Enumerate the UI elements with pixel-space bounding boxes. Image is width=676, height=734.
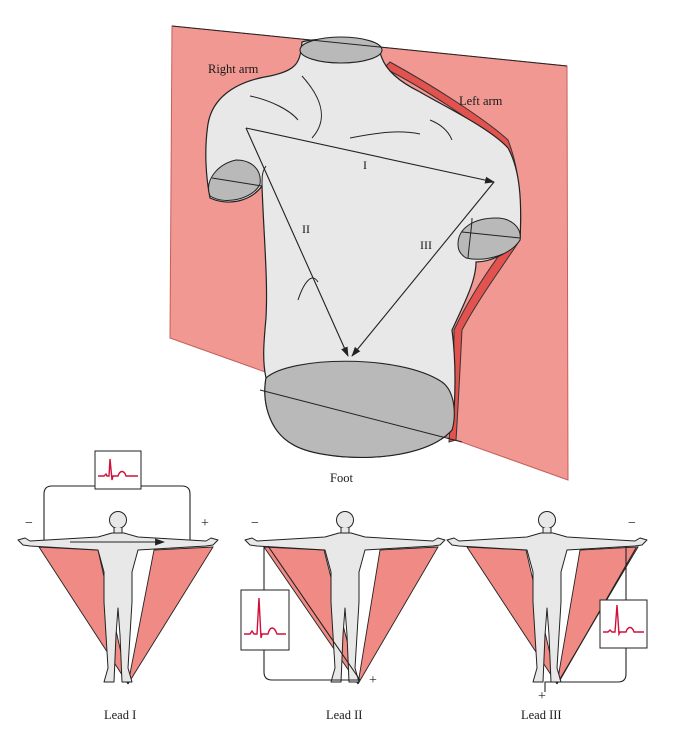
ecg-trace-box bbox=[599, 599, 648, 649]
positive-sign: + bbox=[201, 516, 209, 531]
ecg-trace-box bbox=[240, 589, 290, 651]
negative-sign: − bbox=[628, 516, 636, 531]
torso-illustration: Right arm Left arm Foot I II III bbox=[169, 25, 569, 485]
lead-i-arrow bbox=[245, 127, 495, 184]
lead-caption: Lead III bbox=[521, 708, 562, 722]
lead-iii-arrow bbox=[351, 181, 495, 357]
lead-caption: Lead II bbox=[326, 708, 362, 722]
foot-label: Foot bbox=[330, 471, 353, 485]
right-arm-stump bbox=[208, 159, 261, 201]
lead-ii-roman: II bbox=[302, 222, 310, 236]
lead-iii-panel: − + Lead III bbox=[446, 511, 648, 722]
lead-ii-panel: − + Lead II bbox=[240, 511, 446, 722]
negative-sign: − bbox=[25, 516, 33, 531]
base-cross-section bbox=[264, 360, 455, 458]
ecg-waveform bbox=[98, 458, 138, 481]
lead-iii-roman: III bbox=[420, 238, 432, 252]
ecg-waveform bbox=[244, 597, 286, 639]
lead-caption: Lead I bbox=[104, 708, 136, 722]
left-arm-stump bbox=[457, 217, 521, 260]
positive-sign: + bbox=[369, 673, 377, 688]
ecg-waveform bbox=[603, 604, 644, 637]
left-arm-label: Left arm bbox=[459, 94, 503, 108]
ecg-trace-box bbox=[94, 450, 142, 490]
lead-ii-arrow bbox=[245, 127, 349, 357]
right-arm-label: Right arm bbox=[208, 62, 259, 76]
lead-i-roman: I bbox=[363, 158, 367, 172]
negative-sign: − bbox=[251, 516, 259, 531]
lead-i-panel: − + Lead I bbox=[17, 450, 219, 722]
positive-sign: + bbox=[538, 689, 546, 704]
neck-cross-section bbox=[299, 36, 383, 64]
